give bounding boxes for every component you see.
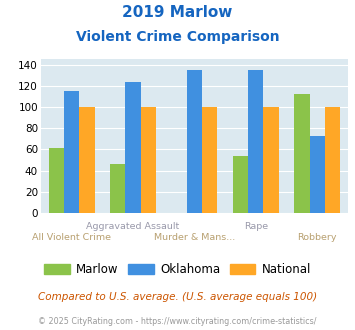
Bar [248,70,263,213]
Text: Aggravated Assault: Aggravated Assault [86,222,180,231]
Text: Rape: Rape [244,222,268,231]
Bar [325,107,340,213]
Text: Compared to U.S. average. (U.S. average equals 100): Compared to U.S. average. (U.S. average … [38,292,317,302]
Text: Murder & Mans...: Murder & Mans... [154,233,235,242]
Text: All Violent Crime: All Violent Crime [32,233,111,242]
Bar [263,107,279,213]
Text: Robbery: Robbery [297,233,337,242]
Bar [49,148,64,213]
Text: © 2025 CityRating.com - https://www.cityrating.com/crime-statistics/: © 2025 CityRating.com - https://www.city… [38,317,317,326]
Bar [187,70,202,213]
Bar [294,94,310,213]
Bar [125,82,141,213]
Text: 2019 Marlow: 2019 Marlow [122,5,233,20]
Bar [141,107,156,213]
Bar [202,107,217,213]
Bar [64,91,79,213]
Text: Violent Crime Comparison: Violent Crime Comparison [76,30,279,44]
Bar [79,107,94,213]
Legend: Marlow, Oklahoma, National: Marlow, Oklahoma, National [39,258,316,281]
Bar [310,136,325,213]
Bar [233,156,248,213]
Bar [110,164,125,213]
